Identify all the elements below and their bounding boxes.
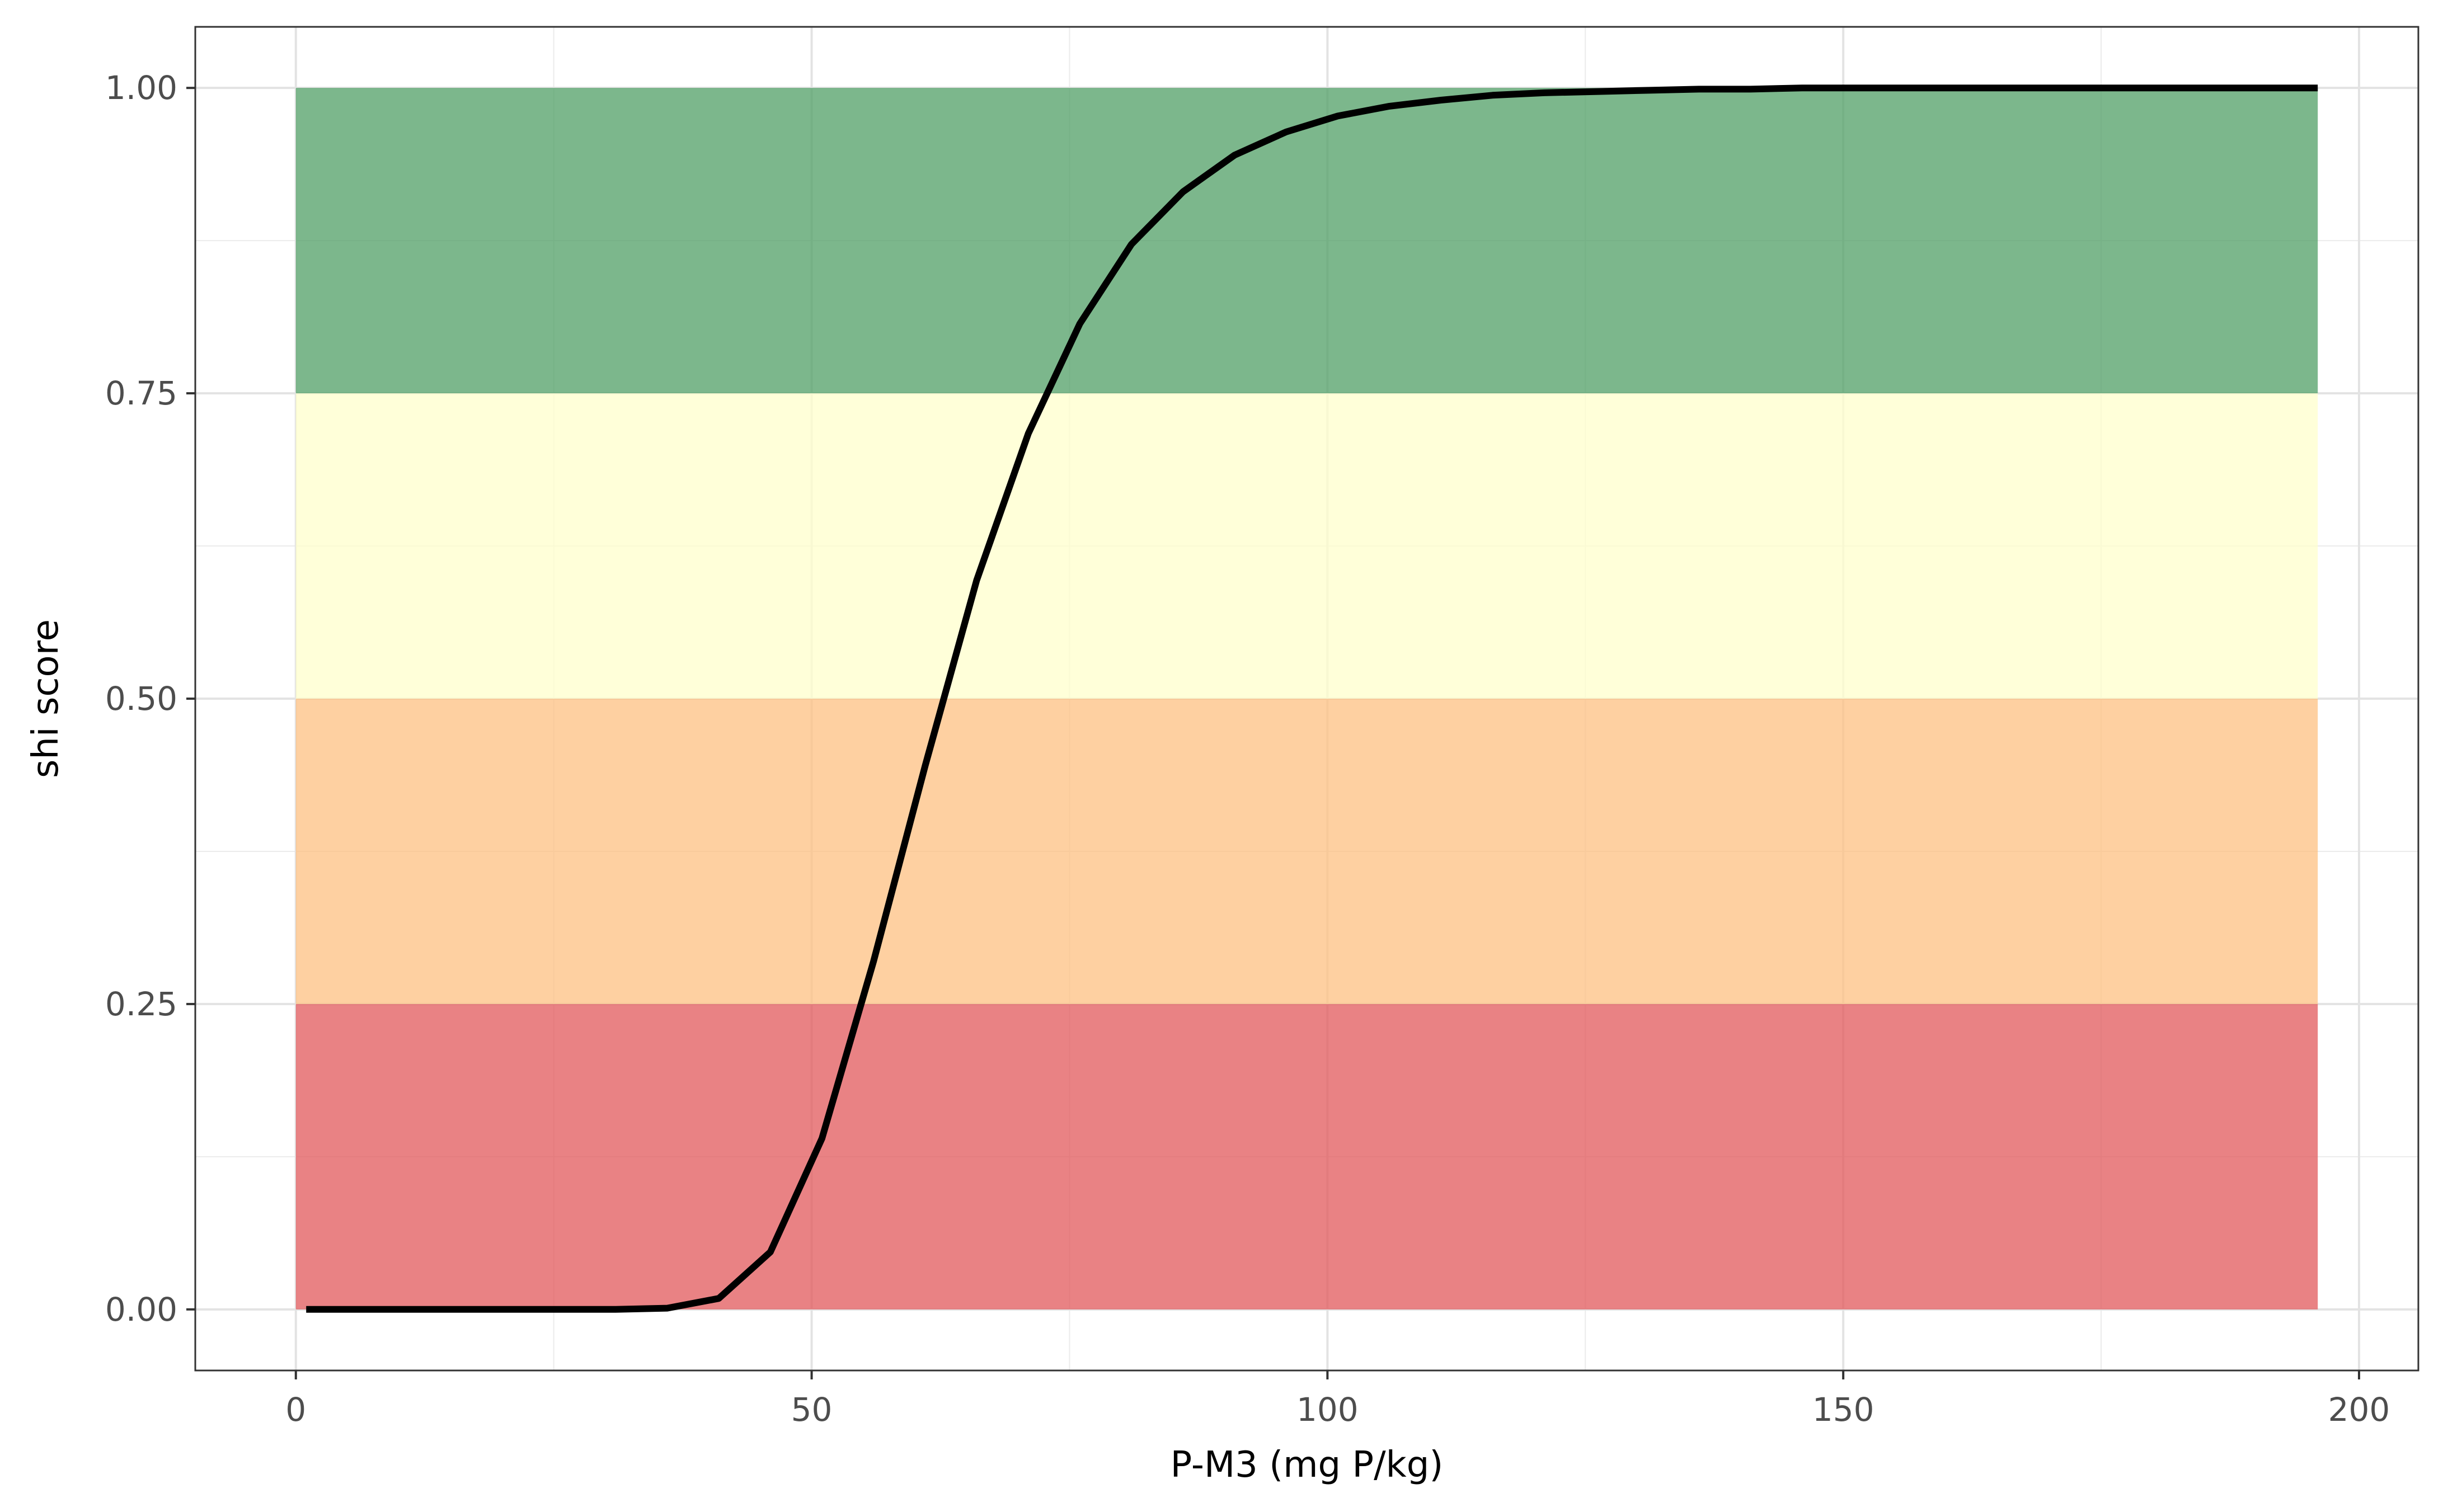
x-axis-title: P-M3 (mg P/kg) — [1171, 1444, 1444, 1486]
x-axis: 0 50 100 150 200 — [285, 1370, 2390, 1429]
x-tick-label: 50 — [791, 1391, 833, 1429]
score-bands — [295, 88, 2318, 1310]
score-band — [295, 699, 2318, 1004]
x-tick-label: 100 — [1296, 1391, 1359, 1429]
series-lines — [306, 84, 2318, 1313]
score-band — [295, 393, 2318, 699]
y-axis: 0.00 0.25 0.50 0.75 1.00 — [105, 69, 195, 1329]
y-tick-label: 0.75 — [105, 374, 177, 412]
y-tick-label: 0.25 — [105, 985, 177, 1023]
score-band — [295, 1004, 2318, 1310]
y-axis-title: shi score — [25, 619, 67, 778]
score-band — [295, 88, 2318, 394]
y-tick-label: 0.50 — [105, 680, 177, 718]
x-tick-label: 200 — [2328, 1391, 2390, 1429]
x-tick-label: 0 — [285, 1391, 306, 1429]
y-tick-label: 1.00 — [105, 69, 177, 107]
series-line — [306, 84, 2318, 1313]
y-tick-label: 0.00 — [105, 1290, 177, 1329]
x-tick-label: 150 — [1812, 1391, 1874, 1429]
